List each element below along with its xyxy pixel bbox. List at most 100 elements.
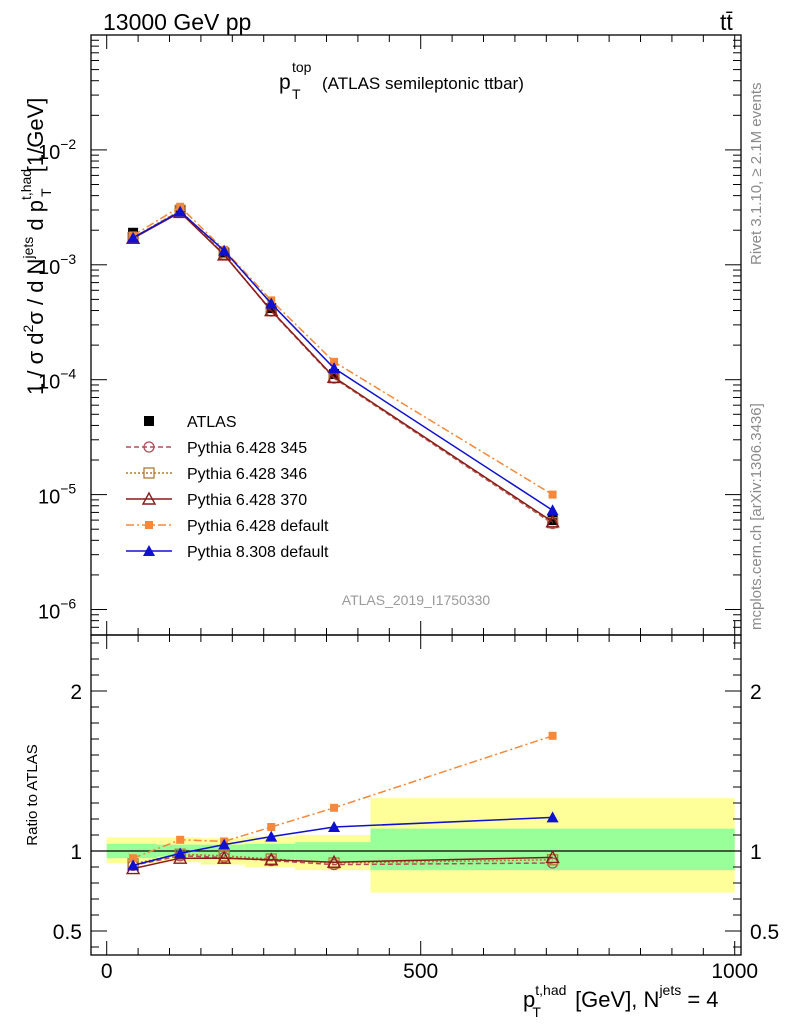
ratio-data-point	[127, 859, 140, 871]
main-axis-ticks	[91, 34, 741, 636]
ratio-data-point	[218, 838, 231, 850]
ratio-tick-labels: 0.5 0.5 1 1 2 2 0 500 1000	[53, 681, 779, 983]
main-series-line	[132, 205, 553, 496]
legend-label: Pythia 6.428 346	[187, 466, 307, 483]
ratio-band-inner	[295, 842, 371, 862]
legend-label: Pythia 8.308 default	[187, 544, 329, 561]
ratio-data-point	[328, 857, 340, 869]
ratio-data-point	[265, 830, 278, 842]
title-p: p	[279, 71, 291, 94]
main-y-tick-label: 10−2	[38, 136, 76, 164]
ylabel-b: σ / d N	[23, 259, 48, 325]
legend-label: Pythia 6.428 345	[187, 440, 307, 457]
ratio-y-tick-label-left: 2	[70, 681, 82, 704]
ratio-uncertainty-bands	[106, 798, 735, 893]
title-sup: top	[292, 59, 312, 75]
main-data-point	[547, 515, 558, 526]
legend-marker	[145, 521, 153, 529]
ylabel-supjets: jets	[20, 237, 36, 260]
ylabel-text: 1 / σ d2σ / d Njets d pt,had T [1/GeV]	[18, 98, 54, 395]
xlabel-text: pt,had T [GeV], Njets = 4	[523, 982, 719, 1020]
ratio-frame	[90, 634, 742, 956]
main-data-point	[548, 490, 557, 499]
ylabel-d: [1/GeV]	[23, 98, 48, 179]
main-y-tick-labels: 10−6 10−5 10−4 10−3 10−2	[38, 136, 76, 624]
ratio-data-point	[174, 847, 187, 859]
title-sub: T	[292, 86, 301, 102]
plot-title: p top T (ATLAS semileptonic ttbar)	[279, 59, 524, 102]
ylabel-supth: t,had	[18, 169, 34, 200]
ratio-data-point	[546, 811, 559, 823]
ylabel-sup2: 2	[20, 325, 36, 333]
ratio-band-inner	[370, 828, 735, 871]
x-tick-label: 1000	[711, 960, 758, 983]
main-y-tick-label: 10−6	[38, 596, 76, 624]
ratio-data-point	[264, 852, 279, 866]
ratio-y-tick-label-right: 2	[750, 681, 762, 704]
ratio-panel: 0.5 0.5 1 1 2 2 0 500 1000 Ratio to ATLAS	[24, 634, 779, 983]
ratio-y-tick-label-left: 0.5	[53, 921, 82, 944]
ratio-data-point	[326, 854, 342, 868]
main-y-tick-label: 10−3	[38, 251, 76, 279]
analysis-watermark: ATLAS_2019_I1750330	[342, 592, 491, 608]
legend-marker	[143, 441, 155, 453]
mcplots-source-text: mcplots.cern.ch [arXiv:1306.3436]	[748, 403, 765, 630]
ratio-data-point	[330, 803, 339, 812]
xlabel-a: [GeV], N	[569, 987, 659, 1012]
ylabel-c: d p	[23, 200, 48, 237]
rivet-version-text: Rivet 3.1.10, ≥ 2.1M events	[748, 83, 765, 266]
legend-marker	[143, 467, 155, 479]
ratio-series-line	[132, 735, 553, 859]
ratio-data-point	[545, 849, 560, 864]
x-axis-label: pt,had T [GeV], Njets = 4	[523, 982, 719, 1020]
title-rest: (ATLAS semileptonic ttbar)	[322, 74, 524, 93]
xlabel-b: = 4	[681, 987, 718, 1012]
main-data-point	[330, 357, 339, 366]
main-series-group	[125, 202, 560, 530]
ylabel-a: 1 / σ d	[23, 333, 48, 396]
xlabel-sub: T	[532, 1004, 541, 1020]
main-data-point	[328, 362, 341, 374]
ratio-data-point	[328, 821, 341, 832]
main-data-point	[265, 297, 278, 309]
legend-marker	[143, 545, 155, 556]
main-data-point	[546, 517, 559, 529]
legend-label: Pythia 6.428 370	[187, 492, 307, 509]
main-y-label: 1 / σ d2σ / d Njets d pt,had T [1/GeV]	[18, 98, 54, 395]
ratio-axis-ticks	[91, 635, 741, 955]
main-series-line	[132, 210, 554, 511]
header-left: 13000 GeV pp	[103, 9, 251, 35]
x-tick-label: 500	[403, 960, 438, 983]
ratio-data-point	[176, 835, 185, 844]
main-data-point	[326, 369, 342, 383]
ratio-data-point	[129, 854, 138, 863]
ratio-data-point	[216, 850, 232, 864]
xlabel-p: p	[523, 987, 535, 1012]
main-y-tick-label: 10−4	[38, 366, 76, 394]
xlabel-supjets: jets	[658, 982, 681, 998]
main-data-point	[218, 244, 231, 256]
main-data-point	[264, 303, 279, 317]
ratio-data-point	[267, 823, 276, 831]
legend-label: Pythia 6.428 default	[187, 518, 329, 535]
main-data-point	[127, 231, 140, 243]
header-right: tt̄	[720, 9, 733, 35]
main-y-tick-label: 10−5	[38, 481, 76, 509]
main-data-point	[545, 514, 560, 528]
main-panel: 10−6 10−5 10−4 10−3 10−2 p top T (ATLAS semi…	[18, 34, 742, 636]
ratio-y-label: Ratio to ATLAS	[24, 744, 41, 845]
ratio-series-group	[125, 731, 560, 875]
main-data-point	[174, 205, 187, 217]
main-data-point	[546, 504, 559, 516]
ratio-y-tick-label-left: 1	[70, 841, 82, 864]
ratio-series-line	[132, 816, 553, 867]
legend-label: ATLAS	[187, 414, 237, 431]
main-data-point	[329, 369, 340, 380]
xlabel-sup: t,had	[535, 982, 566, 998]
x-tick-label: 0	[101, 960, 113, 983]
legend-marker	[144, 416, 154, 426]
ratio-y-tick-label-right: 0.5	[750, 921, 779, 944]
ratio-series-line	[132, 856, 553, 870]
legend: ATLAS Pythia 6.428 345 Pythia 6.428 346 Pyt…	[126, 414, 329, 561]
